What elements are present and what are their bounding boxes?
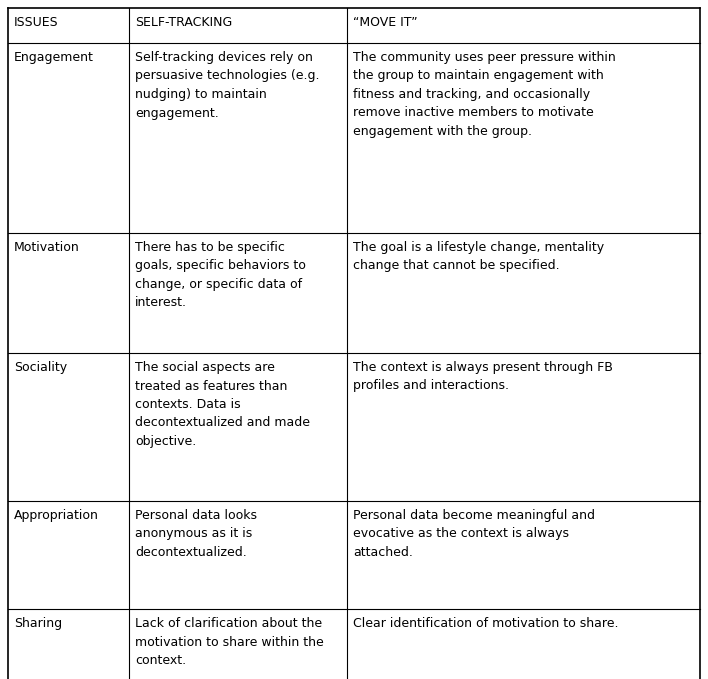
Text: Engagement: Engagement xyxy=(14,51,94,64)
Text: Self-tracking devices rely on
persuasive technologies (e.g.
nudging) to maintain: Self-tracking devices rely on persuasive… xyxy=(135,51,319,120)
Text: The social aspects are
treated as features than
contexts. Data is
decontextualiz: The social aspects are treated as featur… xyxy=(135,361,310,448)
Text: Personal data looks
anonymous as it is
decontextualized.: Personal data looks anonymous as it is d… xyxy=(135,509,257,559)
Text: Personal data become meaningful and
evocative as the context is always
attached.: Personal data become meaningful and evoc… xyxy=(353,509,595,559)
Text: Motivation: Motivation xyxy=(14,241,80,254)
Text: Appropriation: Appropriation xyxy=(14,509,99,522)
Text: The context is always present through FB
profiles and interactions.: The context is always present through FB… xyxy=(353,361,613,392)
Text: Lack of clarification about the
motivation to share within the
context.: Lack of clarification about the motivati… xyxy=(135,617,324,667)
Text: The goal is a lifestyle change, mentality
change that cannot be specified.: The goal is a lifestyle change, mentalit… xyxy=(353,241,604,272)
Text: ISSUES: ISSUES xyxy=(14,16,59,29)
Text: There has to be specific
goals, specific behaviors to
change, or specific data o: There has to be specific goals, specific… xyxy=(135,241,306,310)
Text: Sociality: Sociality xyxy=(14,361,67,374)
Text: “MOVE IT”: “MOVE IT” xyxy=(353,16,418,29)
Text: The community uses peer pressure within
the group to maintain engagement with
fi: The community uses peer pressure within … xyxy=(353,51,616,138)
Text: SELF-TRACKING: SELF-TRACKING xyxy=(135,16,232,29)
Text: Sharing: Sharing xyxy=(14,617,62,630)
Text: Clear identification of motivation to share.: Clear identification of motivation to sh… xyxy=(353,617,619,630)
